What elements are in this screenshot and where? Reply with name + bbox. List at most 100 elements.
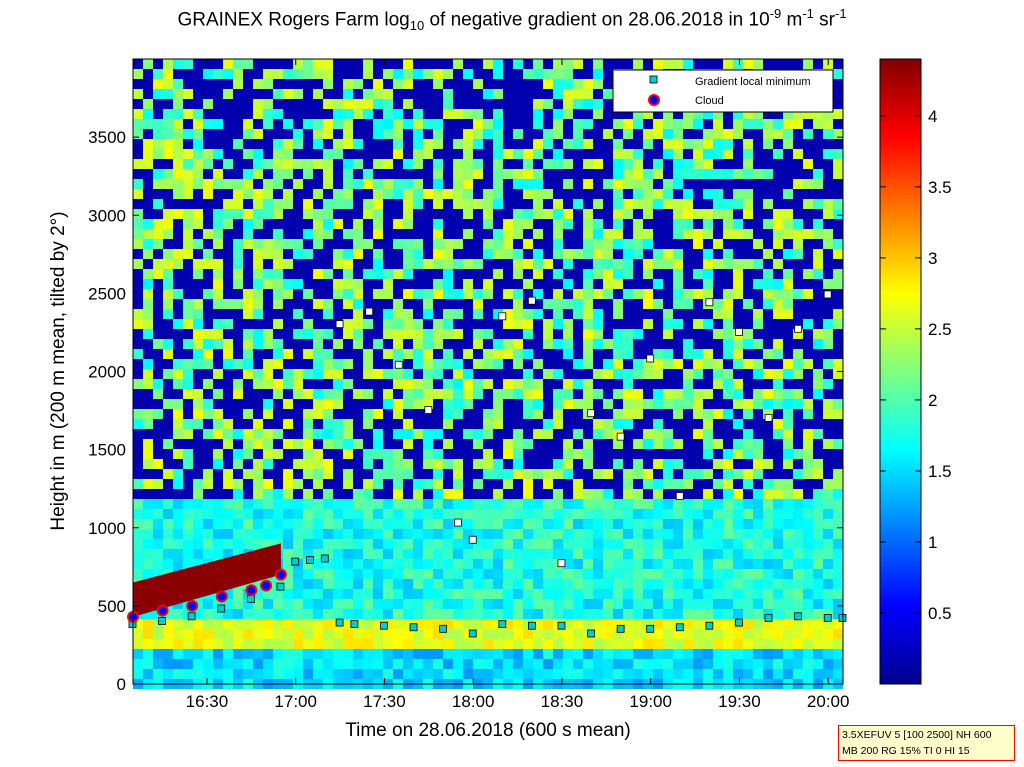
heatmap-cell	[143, 219, 153, 229]
heatmap-cell	[753, 129, 763, 139]
gradient-minimum-point	[764, 613, 773, 622]
heatmap-cell	[613, 449, 623, 459]
heatmap-cell	[573, 319, 583, 329]
heatmap-cell	[773, 449, 783, 459]
heatmap-cell	[683, 119, 693, 129]
heatmap-cell	[143, 669, 153, 679]
heatmap-cell	[423, 529, 433, 539]
heatmap-cell	[583, 169, 593, 179]
heatmap-cell	[243, 369, 253, 379]
heatmap-cell	[773, 549, 783, 559]
heatmap-cell	[393, 459, 403, 469]
heatmap-cell	[593, 629, 603, 639]
heatmap-cell	[603, 169, 613, 179]
heatmap-cell	[833, 219, 843, 229]
heatmap-cell	[813, 269, 823, 279]
heatmap-cell	[733, 489, 743, 499]
heatmap-cell	[183, 129, 193, 139]
heatmap-cell	[493, 549, 503, 559]
heatmap-cell	[553, 419, 563, 429]
heatmap-cell	[713, 449, 723, 459]
heatmap-cell	[623, 339, 633, 349]
heatmap-cell	[793, 529, 803, 539]
gradient-minimum-point	[335, 618, 344, 627]
heatmap-cell	[543, 209, 553, 219]
heatmap-cell	[233, 169, 243, 179]
heatmap-cell	[193, 389, 203, 399]
heatmap-cell	[433, 429, 443, 439]
heatmap-cell	[523, 99, 533, 109]
heatmap-cell	[493, 389, 503, 399]
heatmap-cell	[413, 149, 423, 159]
heatmap-cell	[143, 229, 153, 239]
heatmap-cell	[223, 139, 233, 149]
heatmap-cell	[613, 359, 623, 369]
heatmap-cell	[723, 459, 733, 469]
heatmap-cell	[683, 379, 693, 389]
heatmap-cell	[733, 129, 743, 139]
heatmap-cell	[243, 69, 253, 79]
heatmap-cell	[253, 259, 263, 269]
heatmap-cell	[353, 309, 363, 319]
heatmap-cell	[203, 319, 213, 329]
heatmap-cell	[683, 459, 693, 469]
heatmap-cell	[203, 89, 213, 99]
heatmap-cell	[143, 369, 153, 379]
y-tick-label: 1000	[88, 519, 126, 538]
heatmap-cell	[483, 489, 493, 499]
heatmap-cell	[433, 399, 443, 409]
heatmap-cell	[573, 459, 583, 469]
heatmap-cell	[543, 179, 553, 189]
heatmap-cell	[183, 549, 193, 559]
y-tick-label: 3500	[88, 128, 126, 147]
heatmap-cell	[403, 109, 413, 119]
heatmap-cell	[733, 439, 743, 449]
heatmap-cell	[303, 669, 313, 679]
heatmap-cell	[723, 529, 733, 539]
heatmap-cell	[583, 379, 593, 389]
heatmap-cell	[283, 619, 293, 629]
heatmap-cell	[223, 519, 233, 529]
heatmap-cell	[183, 429, 193, 439]
heatmap-cell	[373, 529, 383, 539]
heatmap-cell	[643, 409, 653, 419]
heatmap-cell	[783, 109, 793, 119]
heatmap-cell	[753, 159, 763, 169]
heatmap-cell	[143, 349, 153, 359]
heatmap-cell	[173, 359, 183, 369]
heatmap-cell	[823, 629, 833, 639]
heatmap-cell	[743, 289, 753, 299]
heatmap-cell	[163, 319, 173, 329]
heatmap-cell	[813, 209, 823, 219]
heatmap-cell	[133, 479, 143, 489]
heatmap-cell	[793, 279, 803, 289]
heatmap-cell	[303, 599, 313, 609]
heatmap-cell	[253, 509, 263, 519]
heatmap-cell	[443, 199, 453, 209]
heatmap-cell	[833, 139, 843, 149]
heatmap-cell	[643, 339, 653, 349]
heatmap-cell	[483, 419, 493, 429]
heatmap-cell	[803, 429, 813, 439]
heatmap-cell	[773, 149, 783, 159]
heatmap-cell	[533, 449, 543, 459]
heatmap-cell	[443, 339, 453, 349]
heatmap-cell	[363, 179, 373, 189]
heatmap-cell	[173, 339, 183, 349]
heatmap-cell	[823, 199, 833, 209]
heatmap-cell	[213, 399, 223, 409]
heatmap-cell	[243, 209, 253, 219]
heatmap-cell	[803, 159, 813, 169]
heatmap-cell	[473, 279, 483, 289]
heatmap-cell	[473, 359, 483, 369]
heatmap-cell	[833, 609, 843, 619]
heatmap-cell	[533, 219, 543, 229]
heatmap-cell	[723, 539, 733, 549]
heatmap-cell	[323, 229, 333, 239]
heatmap-cell	[763, 299, 773, 309]
heatmap-cell	[243, 259, 253, 269]
heatmap-cell	[203, 129, 213, 139]
heatmap-cell	[303, 609, 313, 619]
heatmap-cell	[723, 359, 733, 369]
heatmap-cell	[563, 539, 573, 549]
